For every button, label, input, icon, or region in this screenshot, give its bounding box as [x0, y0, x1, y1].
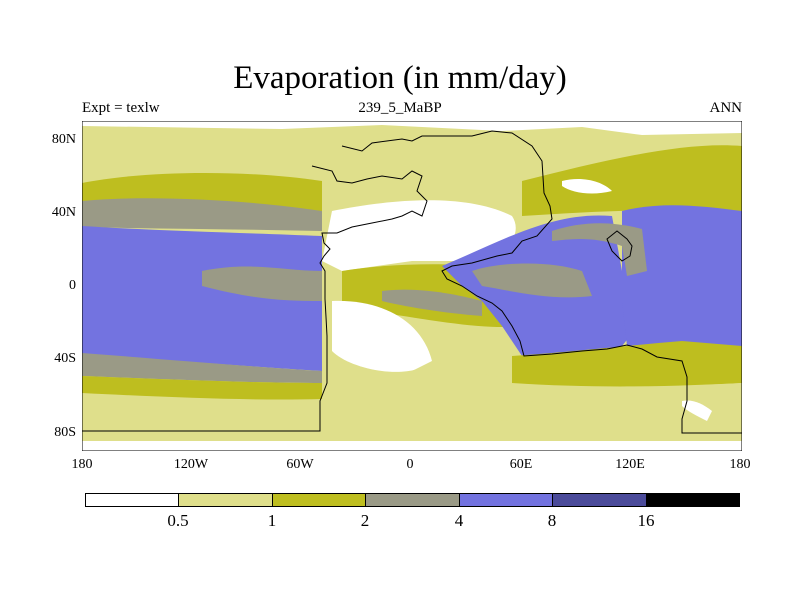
colorbar-label-0-5: 0.5: [167, 511, 189, 530]
y-label-40n: 40N: [51, 205, 76, 220]
colorbar-box-1: [86, 494, 180, 506]
x-label-60w: 60W: [286, 457, 314, 472]
x-label-180w: 180: [71, 457, 93, 472]
x-label-60e: 60E: [509, 457, 533, 472]
x-label-0: 0: [406, 457, 414, 472]
colorbar-box-6: [553, 494, 647, 506]
x-label-120w: 120W: [173, 457, 209, 472]
experiment-label: Expt = texlw: [82, 100, 160, 116]
x-label-120e: 120E: [615, 457, 645, 472]
y-label-0: 0: [69, 278, 76, 293]
colorbar: [85, 493, 740, 507]
colorbar-box-3: [272, 494, 367, 506]
colorbar-label-16: 16: [637, 511, 655, 530]
colorbar-box-4: [366, 494, 460, 506]
pacific-high-evaporation: [82, 226, 322, 371]
evaporation-map: [82, 121, 742, 451]
colorbar-label-1: 1: [267, 511, 277, 530]
map-title: Evaporation (in mm/day): [233, 60, 567, 96]
colorbar-box-5: [459, 494, 554, 506]
colorbar-box-7: [646, 494, 739, 506]
colorbar-box-2: [179, 494, 273, 506]
colorbar-label-8: 8: [547, 511, 557, 530]
colorbar-label-2: 2: [360, 511, 370, 530]
season-label: ANN: [709, 100, 743, 116]
colorbar-label-4: 4: [454, 511, 464, 530]
period-label: 239_5_MaBP: [358, 100, 442, 116]
y-label-80s: 80S: [54, 425, 76, 440]
y-label-80n: 80N: [51, 132, 76, 147]
x-label-180e: 180: [729, 457, 751, 472]
y-label-40s: 40S: [54, 351, 76, 366]
